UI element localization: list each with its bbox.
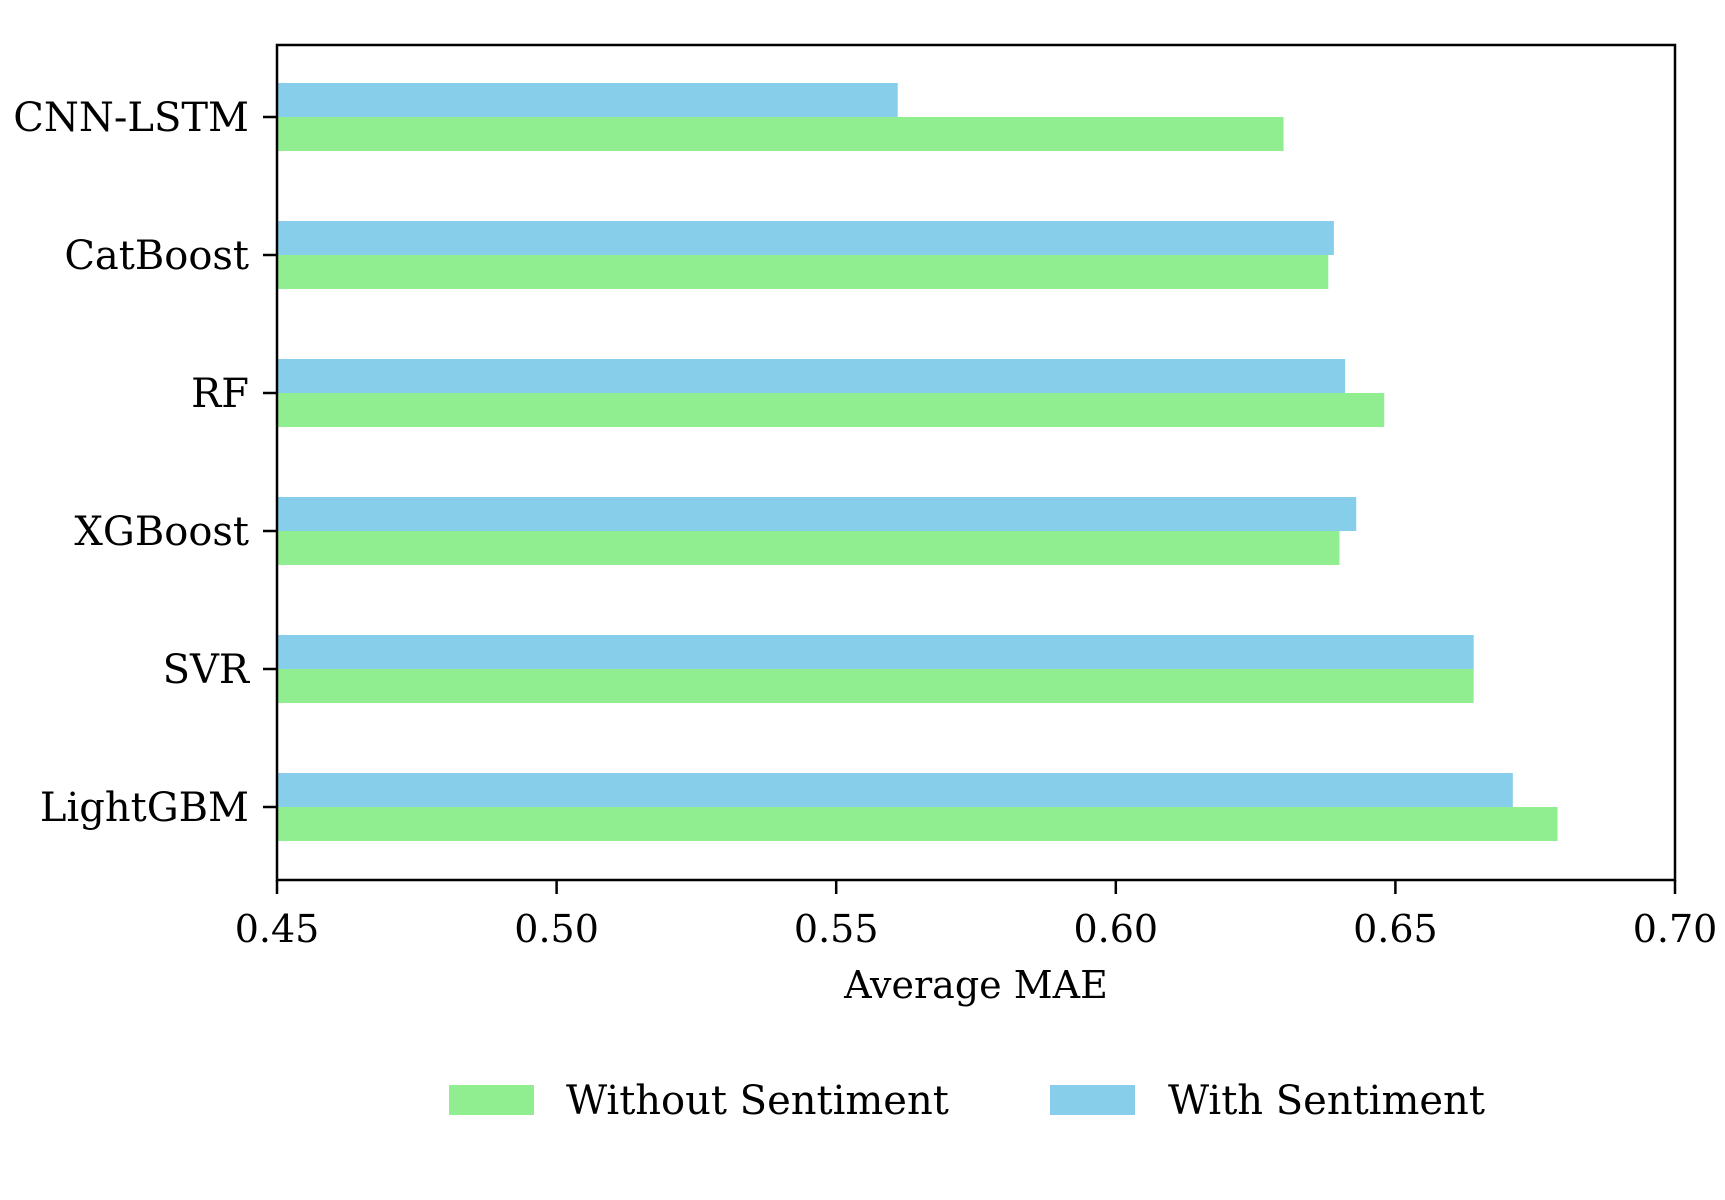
x-tick-label-0-65: 0.65 [1353, 907, 1438, 951]
y-tick-label-svr: SVR [163, 647, 251, 693]
x-tick-label-0-50: 0.50 [514, 907, 599, 951]
bar-catboost-with-sentiment [277, 221, 1334, 255]
bar-cnn-lstm-with-sentiment [277, 83, 898, 117]
plot-area-frame [275, 43, 1677, 882]
legend-swatch-with-sentiment [1050, 1085, 1135, 1115]
legend-swatch-without-sentiment [449, 1085, 534, 1115]
y-tick-label-cnn-lstm: CNN-LSTM [13, 95, 249, 141]
x-tick-label-0-45: 0.45 [235, 907, 320, 951]
x-axis: 0.45 0.50 0.55 0.60 0.65 0.70 [235, 880, 1718, 951]
bar-xgboost-without-sentiment [277, 531, 1340, 565]
bar-lightgbm-with-sentiment [277, 773, 1513, 807]
bar-cnn-lstm-without-sentiment [277, 117, 1284, 151]
y-tick-label-rf: RF [191, 371, 249, 417]
legend: Without Sentiment With Sentiment [449, 1078, 1485, 1124]
legend-label-without-sentiment: Without Sentiment [566, 1078, 949, 1124]
bar-catboost-without-sentiment [277, 255, 1329, 289]
x-axis-title: Average MAE [843, 963, 1108, 1007]
y-tick-label-catboost: CatBoost [64, 233, 249, 279]
x-tick-label-0-60: 0.60 [1073, 907, 1158, 951]
x-tick-label-0-70: 0.70 [1633, 907, 1718, 951]
bars-group [277, 83, 1558, 841]
bar-svr-with-sentiment [277, 635, 1474, 669]
bar-lightgbm-without-sentiment [277, 807, 1558, 841]
y-tick-label-xgboost: XGBoost [74, 509, 249, 555]
y-tick-label-lightgbm: LightGBM [40, 785, 249, 831]
bar-rf-with-sentiment [277, 359, 1346, 393]
bar-rf-without-sentiment [277, 393, 1385, 427]
y-axis: CNN-LSTM CatBoost RF XGBoost SVR LightGBM [13, 95, 277, 831]
bar-xgboost-with-sentiment [277, 497, 1357, 531]
legend-label-with-sentiment: With Sentiment [1168, 1078, 1485, 1124]
bar-svr-without-sentiment [277, 669, 1474, 703]
x-tick-label-0-55: 0.55 [794, 907, 879, 951]
